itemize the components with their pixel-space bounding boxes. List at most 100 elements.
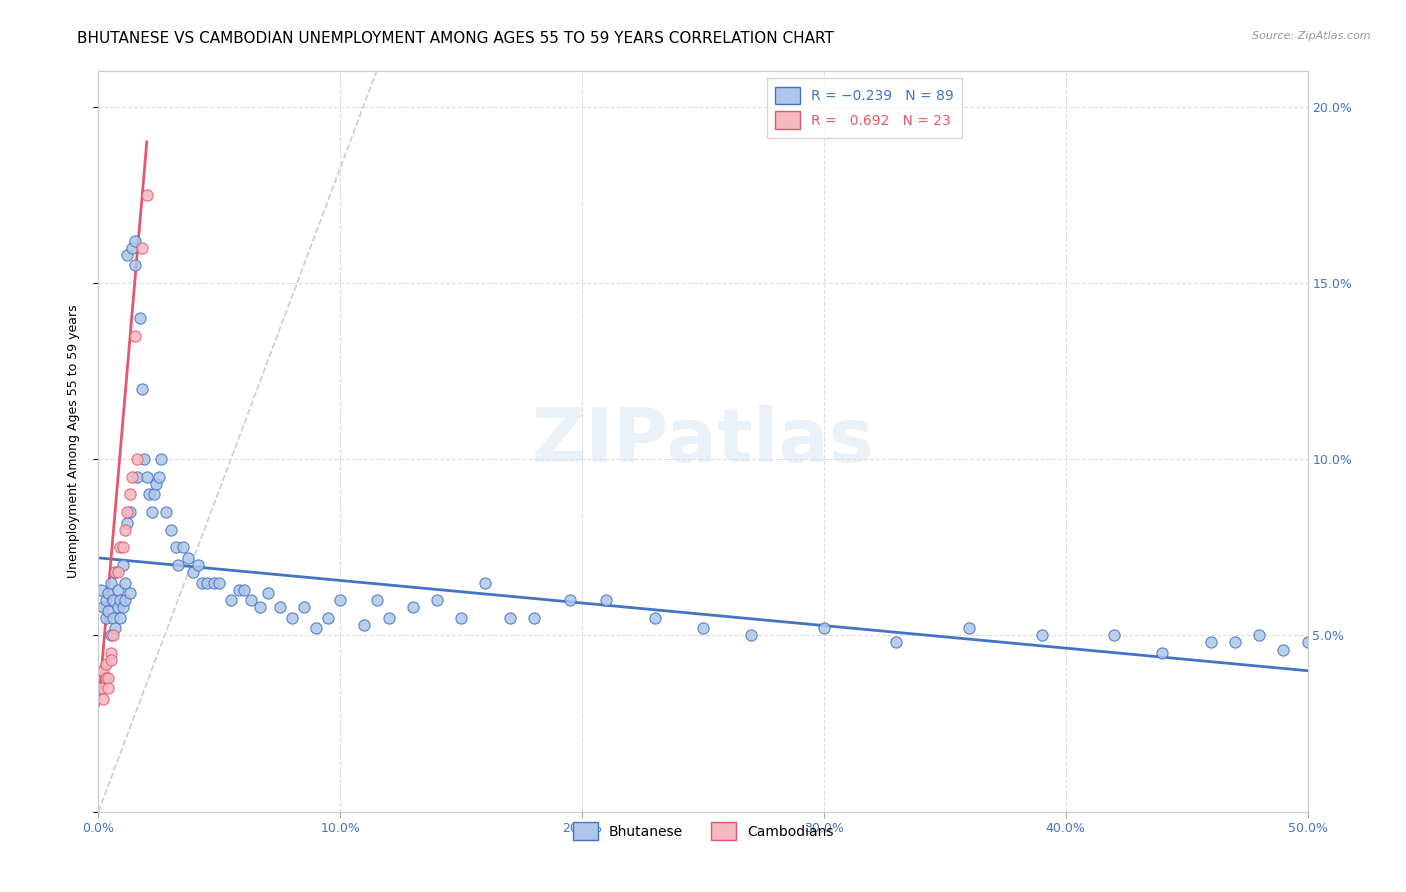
Point xyxy=(204,575,226,590)
Point xyxy=(316,611,339,625)
Point xyxy=(135,470,157,484)
Point xyxy=(111,541,134,555)
Point xyxy=(172,541,194,555)
Point xyxy=(107,565,129,579)
Point xyxy=(100,575,122,590)
Point xyxy=(128,311,150,326)
Point xyxy=(232,582,254,597)
Point xyxy=(108,593,131,607)
Point xyxy=(94,671,117,685)
Point xyxy=(131,382,153,396)
Point xyxy=(117,248,139,262)
Point xyxy=(124,234,146,248)
Point xyxy=(91,600,114,615)
Point xyxy=(138,487,160,501)
Point xyxy=(97,604,120,618)
Text: ZIPatlas: ZIPatlas xyxy=(531,405,875,478)
Point xyxy=(256,586,278,600)
Point xyxy=(474,575,496,590)
Point xyxy=(101,611,124,625)
Point xyxy=(1320,646,1343,660)
Point xyxy=(117,505,139,519)
Point xyxy=(100,653,122,667)
Point xyxy=(97,586,120,600)
Point xyxy=(292,600,315,615)
Point xyxy=(177,550,200,565)
Point xyxy=(366,593,388,607)
Point xyxy=(221,593,243,607)
Point xyxy=(91,664,114,678)
Point xyxy=(1296,635,1319,649)
Point xyxy=(104,621,127,635)
Point xyxy=(1102,628,1125,642)
Point xyxy=(135,187,157,202)
Point xyxy=(181,565,204,579)
Point xyxy=(108,541,131,555)
Point xyxy=(426,593,449,607)
Point xyxy=(1031,628,1053,642)
Point xyxy=(107,582,129,597)
Point xyxy=(100,628,122,642)
Point xyxy=(121,241,143,255)
Point xyxy=(108,611,131,625)
Point xyxy=(187,558,209,572)
Point xyxy=(118,586,141,600)
Point xyxy=(208,575,231,590)
Point xyxy=(1272,642,1295,657)
Point xyxy=(114,523,136,537)
Point xyxy=(740,628,762,642)
Point xyxy=(104,565,127,579)
Point xyxy=(101,593,124,607)
Point xyxy=(94,593,117,607)
Point xyxy=(91,692,114,706)
Text: BHUTANESE VS CAMBODIAN UNEMPLOYMENT AMONG AGES 55 TO 59 YEARS CORRELATION CHART: BHUTANESE VS CAMBODIAN UNEMPLOYMENT AMON… xyxy=(77,31,834,46)
Point xyxy=(141,505,163,519)
Point xyxy=(498,611,520,625)
Point xyxy=(90,681,112,696)
Point xyxy=(1344,646,1367,660)
Point xyxy=(118,487,141,501)
Point xyxy=(124,258,146,272)
Point xyxy=(111,600,134,615)
Point xyxy=(100,646,122,660)
Point xyxy=(90,664,112,678)
Point xyxy=(1249,628,1271,642)
Point xyxy=(131,241,153,255)
Point xyxy=(94,657,117,671)
Point xyxy=(134,452,156,467)
Point xyxy=(155,505,177,519)
Point xyxy=(281,611,304,625)
Point xyxy=(523,611,546,625)
Point xyxy=(90,582,112,597)
Point xyxy=(97,671,120,685)
Point xyxy=(191,575,214,590)
Point xyxy=(150,452,173,467)
Point xyxy=(107,600,129,615)
Point xyxy=(195,575,218,590)
Point xyxy=(249,600,271,615)
Point xyxy=(595,593,617,607)
Point xyxy=(127,470,149,484)
Point xyxy=(813,621,835,635)
Point xyxy=(117,516,139,530)
Point xyxy=(269,600,291,615)
Point xyxy=(114,575,136,590)
Point xyxy=(114,593,136,607)
Point xyxy=(127,452,149,467)
Point xyxy=(329,593,352,607)
Point xyxy=(118,505,141,519)
Point xyxy=(377,611,399,625)
Point xyxy=(145,476,167,491)
Legend: Bhutanese, Cambodians: Bhutanese, Cambodians xyxy=(567,816,839,846)
Point xyxy=(558,593,581,607)
Point xyxy=(101,628,124,642)
Point xyxy=(305,621,328,635)
Point xyxy=(97,681,120,696)
Point xyxy=(644,611,666,625)
Point xyxy=(121,470,143,484)
Point xyxy=(1152,646,1174,660)
Point xyxy=(165,541,187,555)
Point xyxy=(692,621,714,635)
Point xyxy=(450,611,472,625)
Point xyxy=(124,328,146,343)
